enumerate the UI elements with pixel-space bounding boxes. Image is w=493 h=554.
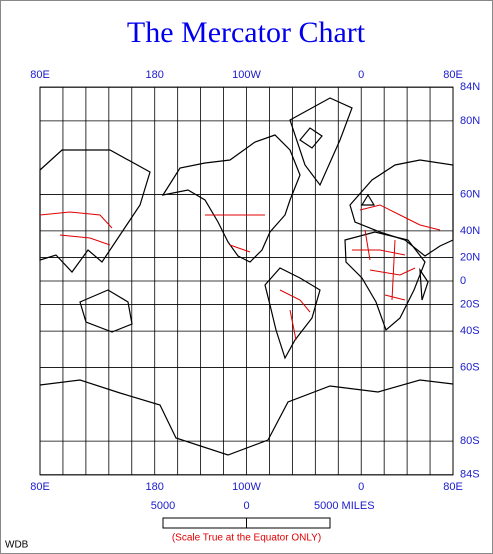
longitude-label: 100W <box>232 481 261 493</box>
latitude-label: 40S <box>460 325 480 337</box>
credit: WDB <box>5 540 29 551</box>
longitude-label: 80E <box>30 481 50 493</box>
longitude-label: 0 <box>358 481 364 493</box>
latitude-label: 40N <box>460 225 480 237</box>
latitude-label: 60N <box>460 188 480 200</box>
graticule <box>39 86 454 476</box>
longitude-label: 180 <box>146 481 164 493</box>
longitude-label: 0 <box>358 69 364 81</box>
scale-note: (Scale True at the Equator ONLY) <box>172 533 321 544</box>
scale-label: 5000 MILES <box>314 500 375 512</box>
title: The Mercator Chart <box>127 16 366 49</box>
axis-labels: 84N80N60N40N20N020S40S60S80S84S80E80E180… <box>30 69 480 493</box>
longitude-label: 80E <box>30 69 50 81</box>
latitude-label: 84S <box>460 469 480 481</box>
longitude-label: 100W <box>232 69 261 81</box>
longitude-label: 180 <box>146 69 164 81</box>
latitude-label: 80N <box>460 115 480 127</box>
scale-label: 0 <box>243 500 249 512</box>
latitude-label: 20N <box>460 251 480 263</box>
latitude-label: 60S <box>460 361 480 373</box>
scale-label: 5000 <box>151 500 175 512</box>
longitude-label: 80E <box>443 69 463 81</box>
latitude-label: 80S <box>460 435 480 447</box>
latitude-label: 0 <box>460 275 466 287</box>
borders <box>39 204 441 341</box>
coastlines <box>39 97 454 456</box>
longitude-label: 80E <box>443 481 463 493</box>
latitude-label: 20S <box>460 298 480 310</box>
latitude-label: 84N <box>460 81 480 93</box>
